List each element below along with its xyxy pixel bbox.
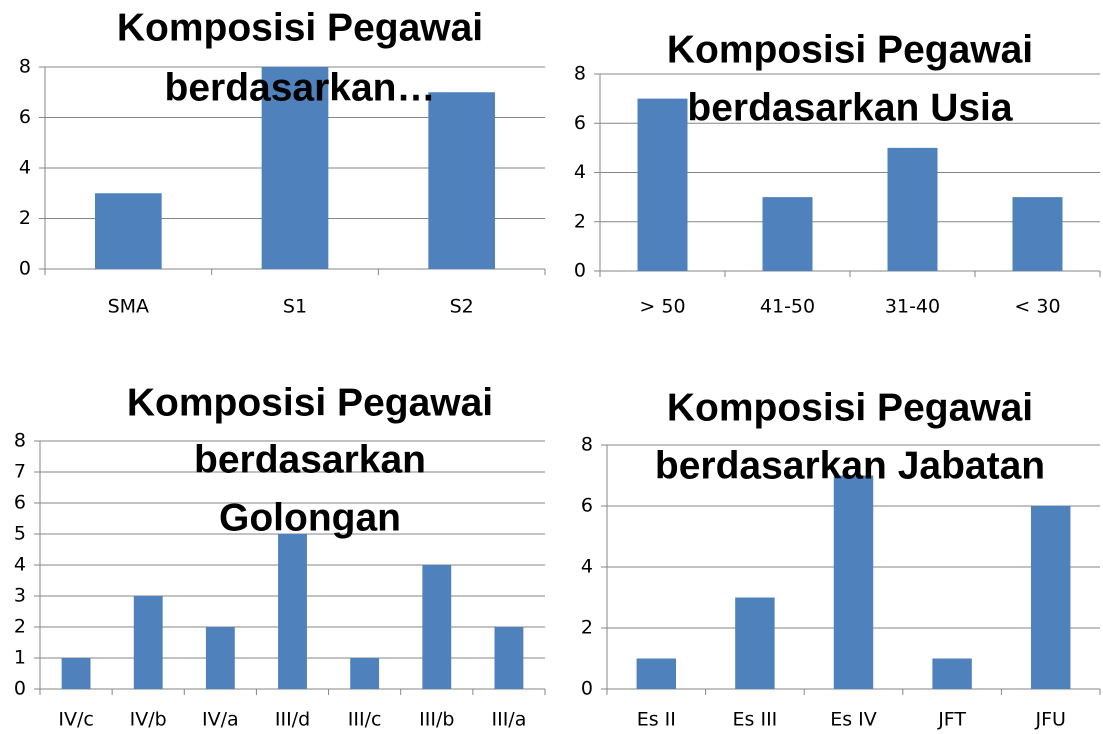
x-tick-label: SMA xyxy=(108,296,149,318)
bar xyxy=(762,197,813,271)
bar xyxy=(1012,197,1063,271)
y-tick-label: 6 xyxy=(14,492,26,514)
bar xyxy=(637,98,688,271)
bar xyxy=(95,193,162,269)
x-tick-label: 41-50 xyxy=(760,296,815,318)
x-tick-label: IV/c xyxy=(58,709,93,731)
bar xyxy=(61,658,91,689)
x-tick-label: Es II xyxy=(637,709,676,731)
bar xyxy=(494,627,524,689)
x-tick-label: S2 xyxy=(450,296,474,318)
x-tick-label: 31-40 xyxy=(885,296,940,318)
bar xyxy=(205,627,235,689)
y-tick-label: 0 xyxy=(14,678,26,700)
x-tick-label: IV/a xyxy=(202,709,239,731)
bar xyxy=(422,565,452,689)
chart-title: Komposisi Pegawai xyxy=(127,381,493,424)
y-tick-label: 0 xyxy=(19,258,31,280)
y-tick-label: 4 xyxy=(574,161,586,183)
x-tick-label: III/d xyxy=(275,709,310,731)
bar xyxy=(428,92,495,269)
y-tick-label: 4 xyxy=(581,556,593,578)
x-tick-label: Es IV xyxy=(830,709,877,731)
chart-title: Golongan xyxy=(219,496,401,539)
x-tick-label: III/b xyxy=(419,709,454,731)
y-tick-label: 3 xyxy=(14,585,26,607)
x-tick-label: III/c xyxy=(348,709,382,731)
y-tick-label: 5 xyxy=(14,523,26,545)
x-tick-label: III/a xyxy=(491,709,526,731)
y-tick-label: 2 xyxy=(14,616,26,638)
bar xyxy=(133,596,163,689)
x-tick-label: JFU xyxy=(1034,709,1065,731)
bar xyxy=(636,658,677,689)
x-tick-label: < 30 xyxy=(1014,296,1060,318)
x-tick-label: S1 xyxy=(283,296,307,318)
bar xyxy=(932,658,972,689)
chart-title: Komposisi Pegawai xyxy=(667,28,1033,71)
bar xyxy=(833,475,874,689)
y-tick-label: 8 xyxy=(581,434,593,456)
y-tick-label: 8 xyxy=(19,56,31,78)
chart-title: Komposisi Pegawai xyxy=(117,6,483,49)
y-tick-label: 2 xyxy=(581,617,593,639)
x-tick-label: JFT xyxy=(937,709,966,731)
chart-title: berdasarkan Jabatan xyxy=(655,444,1045,487)
bar xyxy=(887,147,938,271)
bar xyxy=(350,658,380,689)
y-tick-label: 1 xyxy=(14,647,26,669)
x-tick-label: IV/b xyxy=(130,709,167,731)
chart-title: Komposisi Pegawai xyxy=(667,386,1033,429)
y-tick-label: 6 xyxy=(581,495,593,517)
bar xyxy=(735,597,775,689)
y-tick-label: 8 xyxy=(14,430,26,452)
chart-title: berdasarkan… xyxy=(165,66,436,109)
y-tick-label: 2 xyxy=(574,210,586,232)
bar xyxy=(261,67,329,269)
y-tick-label: 6 xyxy=(19,106,31,128)
y-tick-label: 4 xyxy=(19,157,31,179)
y-tick-label: 2 xyxy=(19,207,31,229)
y-tick-label: 0 xyxy=(574,260,586,282)
bar xyxy=(278,534,307,689)
y-tick-label: 4 xyxy=(14,554,26,576)
bar xyxy=(1030,506,1071,689)
x-tick-label: Es III xyxy=(733,709,778,731)
x-tick-label: > 50 xyxy=(639,296,685,318)
chart-title: berdasarkan xyxy=(194,438,426,481)
chart-title: berdasarkan Usia xyxy=(687,86,1012,129)
y-tick-label: 0 xyxy=(581,678,593,700)
y-tick-label: 6 xyxy=(574,112,586,134)
y-tick-label: 8 xyxy=(574,63,586,85)
y-tick-label: 7 xyxy=(14,461,26,483)
